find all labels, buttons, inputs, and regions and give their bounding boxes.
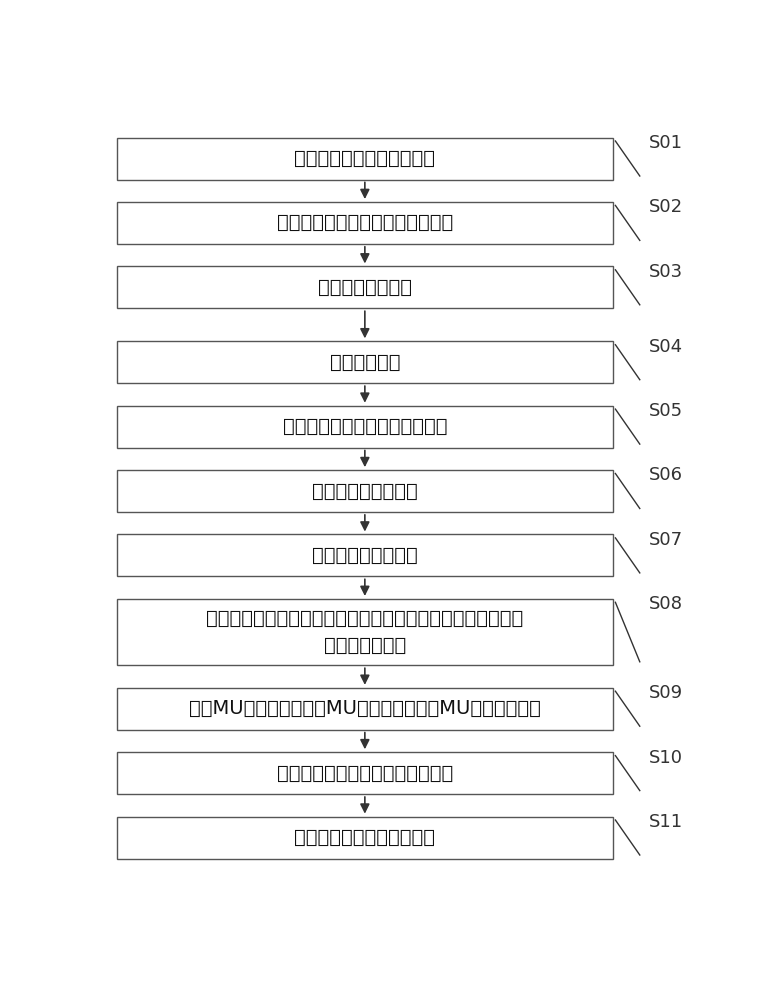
Bar (117, 534, 613, 576)
Bar (117, 599, 613, 665)
Text: 输出数字信号标准源: 输出数字信号标准源 (312, 546, 418, 565)
Text: 被测电子式互感器的标准信号源: 被测电子式互感器的标准信号源 (282, 417, 447, 436)
Text: S07: S07 (649, 531, 683, 549)
Bar (117, 266, 613, 308)
Text: 同步模块同步二次电压输出信号、模拟信号标准源信号和数字
信号标准源信号: 同步模块同步二次电压输出信号、模拟信号标准源信号和数字 信号标准源信号 (206, 609, 523, 655)
Text: S04: S04 (649, 338, 683, 356)
Text: S03: S03 (649, 263, 683, 281)
Bar (117, 137, 613, 180)
Bar (117, 816, 613, 858)
Bar (117, 406, 613, 448)
Text: 暂态特性分析模块分析数据: 暂态特性分析模块分析数据 (295, 828, 436, 847)
Text: S06: S06 (649, 466, 683, 485)
Text: S05: S05 (649, 402, 683, 420)
Text: 第一MU输出信号、第二MU输出信号发送给MU数据接收模块: 第一MU输出信号、第二MU输出信号发送给MU数据接收模块 (189, 699, 541, 718)
Text: S02: S02 (649, 198, 683, 216)
Bar (117, 688, 613, 730)
Text: 建立罗氏线圈数字仿真模型: 建立罗氏线圈数字仿真模型 (295, 149, 436, 168)
Text: 配置试验方式: 配置试验方式 (330, 353, 400, 372)
Text: S09: S09 (649, 684, 683, 702)
Text: 配置暂态电流参数: 配置暂态电流参数 (318, 278, 412, 297)
Bar (117, 202, 613, 244)
Text: S01: S01 (649, 134, 683, 152)
Text: 配置罗氏线圈仿真模型的仿真参数: 配置罗氏线圈仿真模型的仿真参数 (277, 213, 453, 232)
Text: S11: S11 (649, 813, 683, 831)
Bar (117, 341, 613, 383)
Bar (117, 470, 613, 512)
Text: 输出模拟信号标准源: 输出模拟信号标准源 (312, 482, 418, 500)
Text: 试验数据处理模块进行录波并存储: 试验数据处理模块进行录波并存储 (277, 764, 453, 783)
Text: S10: S10 (649, 749, 683, 767)
Bar (117, 752, 613, 794)
Text: S08: S08 (649, 595, 683, 613)
